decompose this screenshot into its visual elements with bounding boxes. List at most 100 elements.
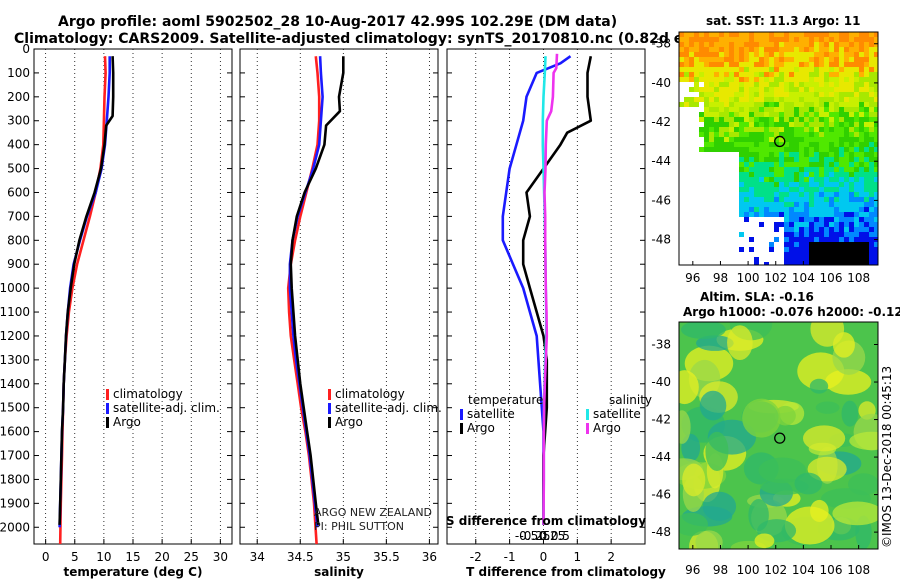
sst-cell	[744, 42, 749, 47]
sst-cell	[784, 127, 789, 132]
sst-cell	[814, 217, 819, 222]
sst-cell	[834, 242, 839, 247]
sst-cell	[774, 237, 779, 242]
sst-cell	[699, 42, 704, 47]
sst-cell	[764, 57, 769, 62]
sst-cell	[744, 152, 749, 157]
sst-cell	[844, 262, 849, 265]
sst-cell	[729, 142, 734, 147]
sst-cell	[789, 152, 794, 157]
sst-cell	[869, 127, 874, 132]
sst-cell	[844, 132, 849, 137]
sst-cell	[829, 152, 834, 157]
sst-cell	[844, 212, 849, 217]
sst-cell	[789, 112, 794, 117]
sst-cell	[744, 82, 749, 87]
sst-cell	[839, 132, 844, 137]
sst-cell	[834, 62, 839, 67]
y-tick-label: -38	[651, 338, 671, 352]
sst-cell	[719, 57, 724, 62]
sst-cell	[819, 142, 824, 147]
sst-cell	[819, 262, 824, 265]
y-tick-label: -44	[651, 154, 671, 168]
sst-cell	[859, 187, 864, 192]
sst-cell	[759, 182, 764, 187]
sst-cell	[744, 177, 749, 182]
sst-cell	[689, 32, 694, 37]
y-tick-label: 200	[7, 90, 30, 104]
sst-cell	[744, 182, 749, 187]
sst-cell	[744, 52, 749, 57]
sst-cell	[844, 162, 849, 167]
sst-cell	[779, 102, 784, 107]
sst-cell	[809, 77, 814, 82]
sst-cell	[784, 172, 789, 177]
sst-cell	[819, 77, 824, 82]
sst-cell	[814, 222, 819, 227]
sst-cell	[789, 102, 794, 107]
sst-cell	[779, 132, 784, 137]
sst-cell	[849, 67, 854, 72]
sst-cell	[839, 72, 844, 77]
sst-cell	[854, 87, 859, 92]
sst-cell	[819, 212, 824, 217]
sst-cell	[834, 67, 839, 72]
x-tick-label: 34.5	[287, 550, 314, 564]
sst-cell	[859, 162, 864, 167]
sst-cell	[819, 62, 824, 67]
sst-cell	[699, 52, 704, 57]
sst-cell	[679, 32, 684, 37]
sst-cell	[749, 92, 754, 97]
sst-cell	[834, 157, 839, 162]
sst-cell	[794, 192, 799, 197]
sst-cell	[869, 242, 874, 247]
sst-cell	[734, 102, 739, 107]
sst-cell	[729, 57, 734, 62]
sst-cell	[789, 147, 794, 152]
sst-cell	[764, 202, 769, 207]
sst-cell	[869, 162, 874, 167]
sla-blob	[727, 325, 753, 361]
sst-cell	[754, 72, 759, 77]
sst-cell	[779, 222, 784, 227]
sst-cell	[789, 92, 794, 97]
sst-cell	[754, 82, 759, 87]
sst-cell	[804, 122, 809, 127]
sst-cell	[849, 237, 854, 242]
sst-cell	[754, 52, 759, 57]
sst-cell	[859, 242, 864, 247]
sst-cell	[724, 62, 729, 67]
sst-cell	[774, 182, 779, 187]
sst-cell	[809, 112, 814, 117]
sla-blob	[807, 456, 847, 482]
sst-cell	[869, 177, 874, 182]
x-tick-label: 35.5	[373, 550, 400, 564]
sst-cell	[814, 187, 819, 192]
sst-cell	[814, 167, 819, 172]
sst-cell	[689, 42, 694, 47]
sst-cell	[769, 102, 774, 107]
sst-cell	[779, 32, 784, 37]
sst-cell	[759, 122, 764, 127]
sla-blob	[696, 335, 734, 351]
sst-cell	[799, 37, 804, 42]
sst-cell	[819, 237, 824, 242]
sst-cell	[754, 152, 759, 157]
sst-cell	[679, 67, 684, 72]
sst-cell	[809, 222, 814, 227]
sst-cell	[854, 227, 859, 232]
sst-cell	[729, 132, 734, 137]
sst-cell	[779, 127, 784, 132]
sst-cell	[799, 227, 804, 232]
sst-cell	[804, 222, 809, 227]
sst-cell	[709, 32, 714, 37]
sst-cell	[834, 92, 839, 97]
sla-blob	[841, 400, 859, 427]
sst-cell	[784, 167, 789, 172]
sst-cell	[859, 177, 864, 182]
sst-cell	[789, 72, 794, 77]
sst-cell	[814, 102, 819, 107]
sst-cell	[869, 167, 874, 172]
sst-cell	[854, 107, 859, 112]
sst-cell	[759, 47, 764, 52]
